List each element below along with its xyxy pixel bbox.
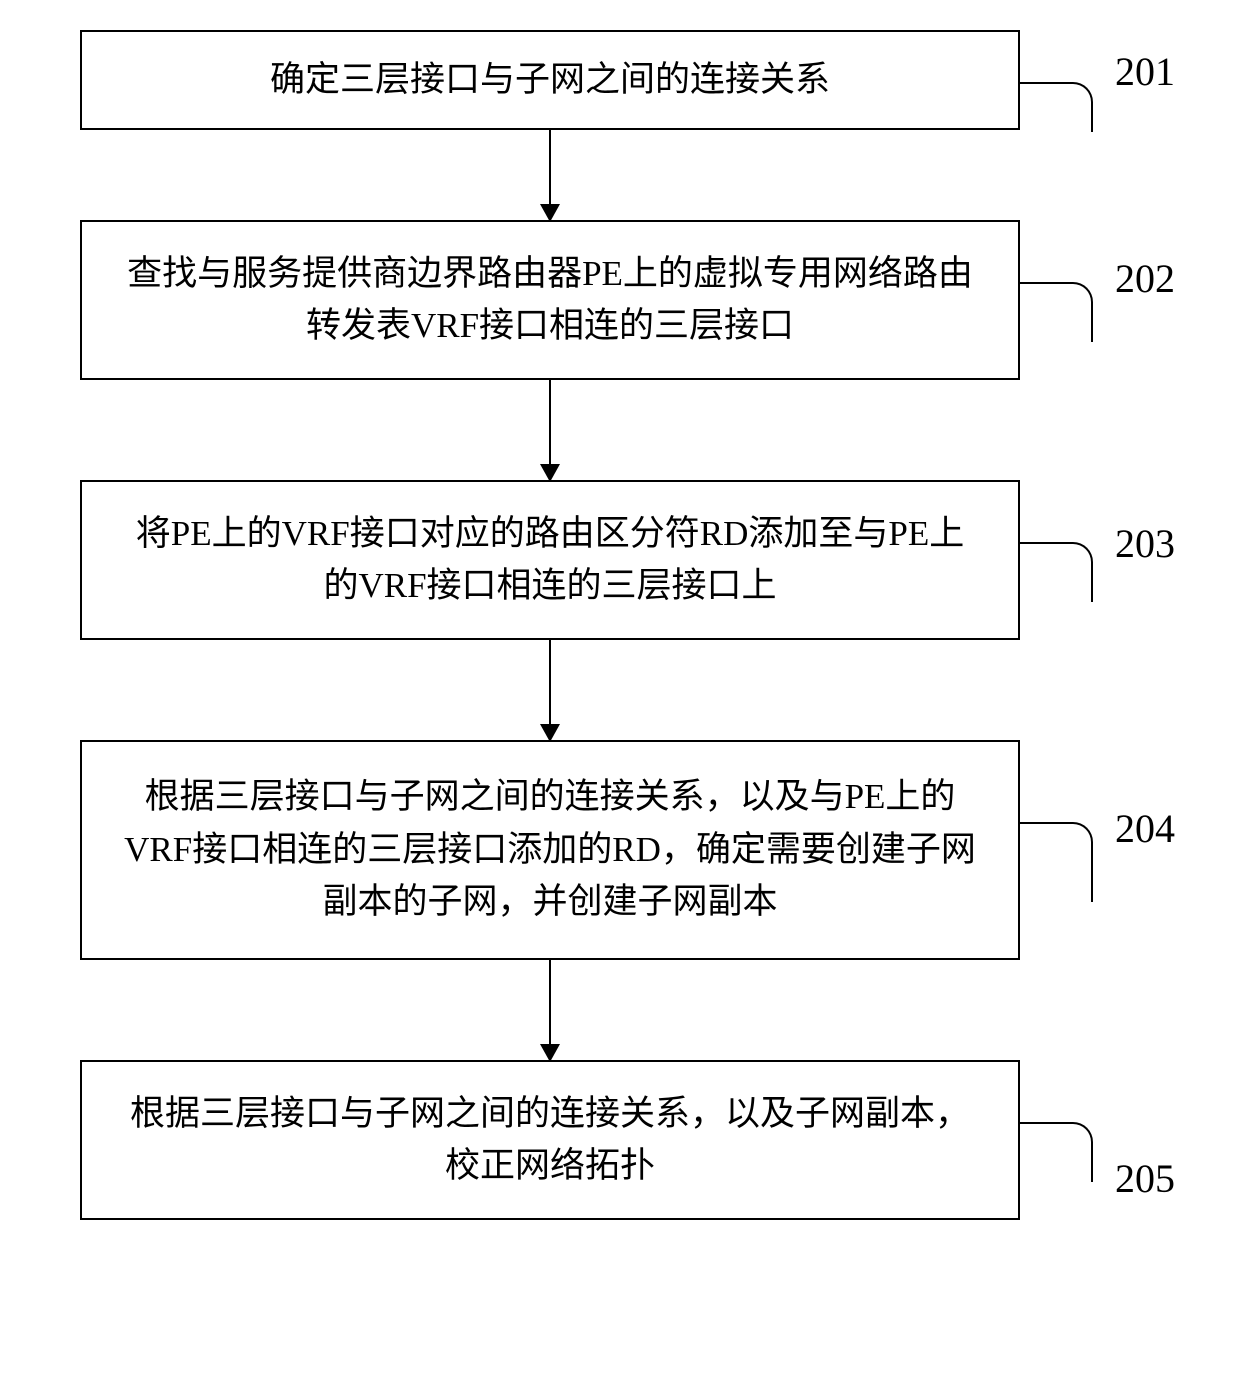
box-text-4: 根据三层接口与子网之间的连接关系，以及与PE上的VRF接口相连的三层接口添加的R…: [122, 771, 978, 929]
arrow-1: [549, 130, 551, 220]
connector-5: [1018, 1122, 1093, 1182]
flowchart-box-4: 根据三层接口与子网之间的连接关系，以及与PE上的VRF接口相连的三层接口添加的R…: [80, 740, 1020, 960]
flowchart-box-1: 确定三层接口与子网之间的连接关系: [80, 30, 1020, 130]
flowchart-container: 确定三层接口与子网之间的连接关系 201 查找与服务提供商边界路由器PE上的虚拟…: [80, 30, 1160, 1220]
arrow-2-container: [80, 380, 1020, 480]
arrow-2: [549, 380, 551, 480]
arrow-4: [549, 960, 551, 1060]
box-text-5: 根据三层接口与子网之间的连接关系，以及子网副本，校正网络拓扑: [122, 1088, 978, 1193]
flowchart-box-2: 查找与服务提供商边界路由器PE上的虚拟专用网络路由转发表VRF接口相连的三层接口: [80, 220, 1020, 380]
label-5: 205: [1115, 1155, 1175, 1202]
connector-1: [1018, 82, 1093, 132]
label-4: 204: [1115, 805, 1175, 852]
label-2: 202: [1115, 255, 1175, 302]
box-text-2: 查找与服务提供商边界路由器PE上的虚拟专用网络路由转发表VRF接口相连的三层接口: [122, 248, 978, 353]
connector-2: [1018, 282, 1093, 342]
box-text-1: 确定三层接口与子网之间的连接关系: [270, 54, 830, 107]
flowchart-box-3: 将PE上的VRF接口对应的路由区分符RD添加至与PE上的VRF接口相连的三层接口…: [80, 480, 1020, 640]
arrow-4-container: [80, 960, 1020, 1060]
box-text-3: 将PE上的VRF接口对应的路由区分符RD添加至与PE上的VRF接口相连的三层接口…: [122, 508, 978, 613]
arrow-1-container: [80, 130, 1020, 220]
label-3: 203: [1115, 520, 1175, 567]
connector-4: [1018, 822, 1093, 902]
flowchart-box-5: 根据三层接口与子网之间的连接关系，以及子网副本，校正网络拓扑: [80, 1060, 1020, 1220]
label-1: 201: [1115, 48, 1175, 95]
connector-3: [1018, 542, 1093, 602]
arrow-3-container: [80, 640, 1020, 740]
arrow-3: [549, 640, 551, 740]
